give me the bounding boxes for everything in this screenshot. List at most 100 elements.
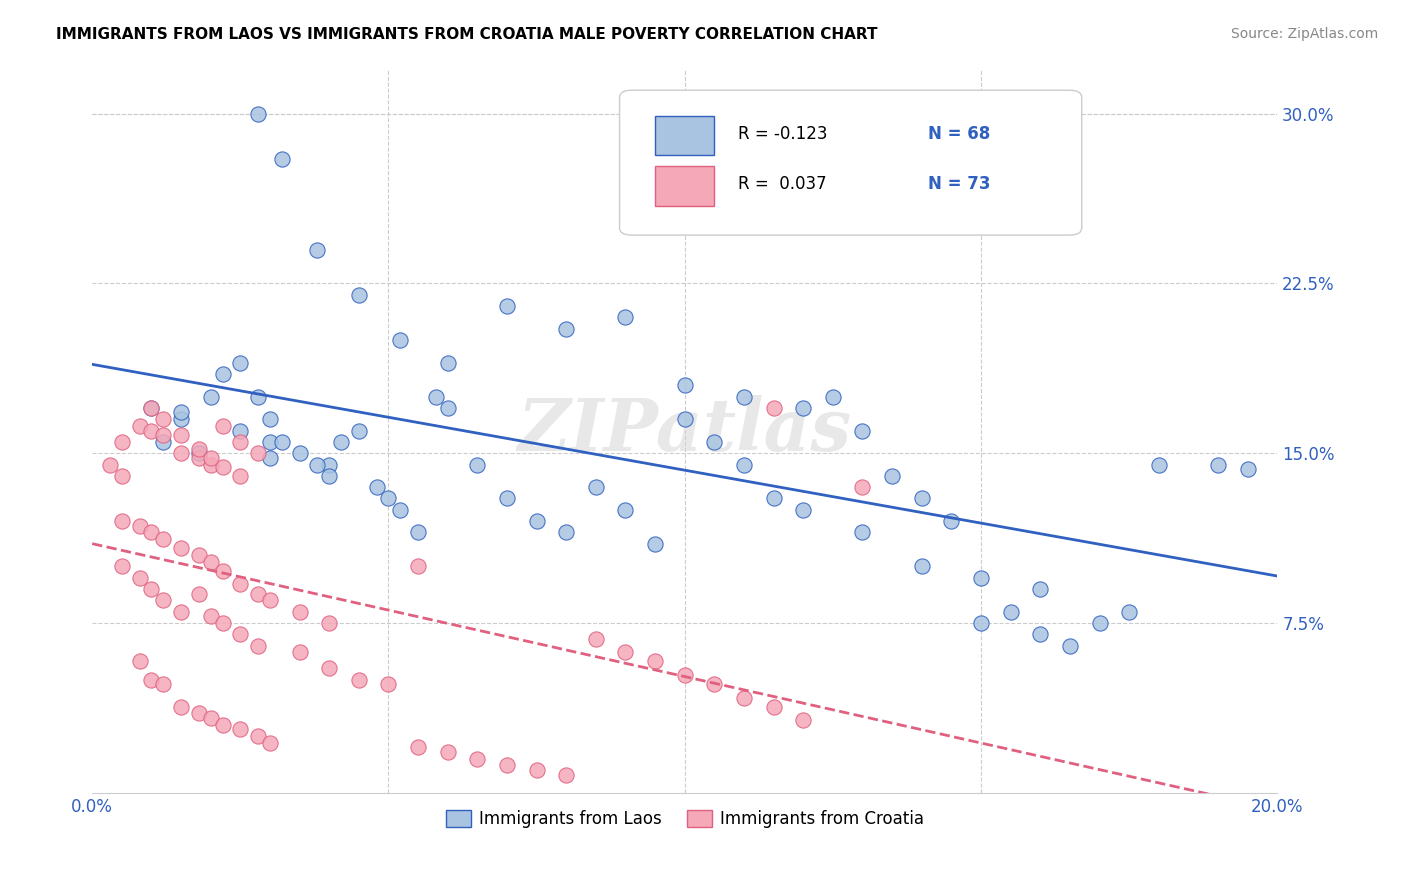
Point — [170, 405, 193, 419]
Point — [187, 586, 209, 600]
Point — [851, 525, 873, 540]
Text: R = -0.123: R = -0.123 — [738, 125, 828, 143]
Point — [851, 480, 873, 494]
Point — [247, 107, 270, 121]
Point — [703, 434, 725, 449]
Point — [318, 661, 340, 675]
Point — [170, 699, 193, 714]
Point — [170, 605, 193, 619]
Point — [229, 577, 252, 591]
Point — [377, 677, 399, 691]
Point — [425, 390, 447, 404]
Point — [673, 668, 696, 682]
Point — [111, 559, 134, 574]
Bar — [655, 116, 714, 155]
Point — [555, 322, 578, 336]
Point — [1059, 639, 1081, 653]
Point — [187, 442, 209, 456]
Point — [792, 713, 814, 727]
Point — [347, 424, 370, 438]
Point — [111, 514, 134, 528]
Point — [1029, 627, 1052, 641]
Point — [703, 677, 725, 691]
Point — [347, 288, 370, 302]
Point — [141, 525, 163, 540]
Point — [187, 446, 209, 460]
Point — [970, 615, 993, 630]
Point — [141, 424, 163, 438]
Point — [128, 518, 150, 533]
Point — [200, 609, 222, 624]
Point — [644, 654, 666, 668]
Point — [152, 677, 174, 691]
Point — [307, 458, 329, 472]
Point — [229, 356, 252, 370]
Point — [970, 571, 993, 585]
Point — [1118, 605, 1140, 619]
Point — [496, 491, 519, 506]
Point — [200, 450, 222, 465]
Point — [526, 763, 548, 777]
Point — [318, 468, 340, 483]
Point — [673, 412, 696, 426]
Point — [644, 537, 666, 551]
Point — [911, 559, 934, 574]
Point — [187, 706, 209, 721]
Point — [128, 419, 150, 434]
Point — [141, 673, 163, 687]
Point — [318, 458, 340, 472]
Point — [406, 559, 429, 574]
Point — [247, 729, 270, 743]
Point — [187, 548, 209, 562]
Point — [555, 525, 578, 540]
Point — [307, 243, 329, 257]
Point — [247, 639, 270, 653]
Point — [200, 458, 222, 472]
Point — [406, 740, 429, 755]
Point — [792, 401, 814, 415]
Point — [152, 434, 174, 449]
Text: N = 68: N = 68 — [928, 125, 990, 143]
Point — [259, 736, 281, 750]
Point — [389, 503, 412, 517]
Point — [170, 412, 193, 426]
Point — [247, 446, 270, 460]
Point — [259, 412, 281, 426]
Point — [247, 390, 270, 404]
Point — [389, 333, 412, 347]
Point — [111, 468, 134, 483]
Point — [821, 390, 844, 404]
Point — [377, 491, 399, 506]
Point — [1088, 615, 1111, 630]
Point — [792, 503, 814, 517]
Point — [366, 480, 388, 494]
Point — [229, 468, 252, 483]
Point — [288, 446, 311, 460]
Point — [911, 491, 934, 506]
Point — [152, 428, 174, 442]
Point — [318, 615, 340, 630]
Point — [211, 718, 233, 732]
Point — [733, 690, 755, 705]
Point — [211, 419, 233, 434]
Text: IMMIGRANTS FROM LAOS VS IMMIGRANTS FROM CROATIA MALE POVERTY CORRELATION CHART: IMMIGRANTS FROM LAOS VS IMMIGRANTS FROM … — [56, 27, 877, 42]
Point — [211, 367, 233, 381]
Point — [288, 645, 311, 659]
Bar — [655, 166, 714, 206]
Point — [585, 480, 607, 494]
Point — [465, 458, 488, 472]
Point — [229, 627, 252, 641]
Text: Source: ZipAtlas.com: Source: ZipAtlas.com — [1230, 27, 1378, 41]
Point — [170, 428, 193, 442]
Point — [152, 593, 174, 607]
Point — [170, 541, 193, 556]
Point — [851, 424, 873, 438]
Point — [347, 673, 370, 687]
Point — [98, 458, 121, 472]
Point — [259, 434, 281, 449]
Point — [259, 450, 281, 465]
Point — [229, 424, 252, 438]
Point — [526, 514, 548, 528]
Point — [111, 434, 134, 449]
Point — [1236, 462, 1258, 476]
